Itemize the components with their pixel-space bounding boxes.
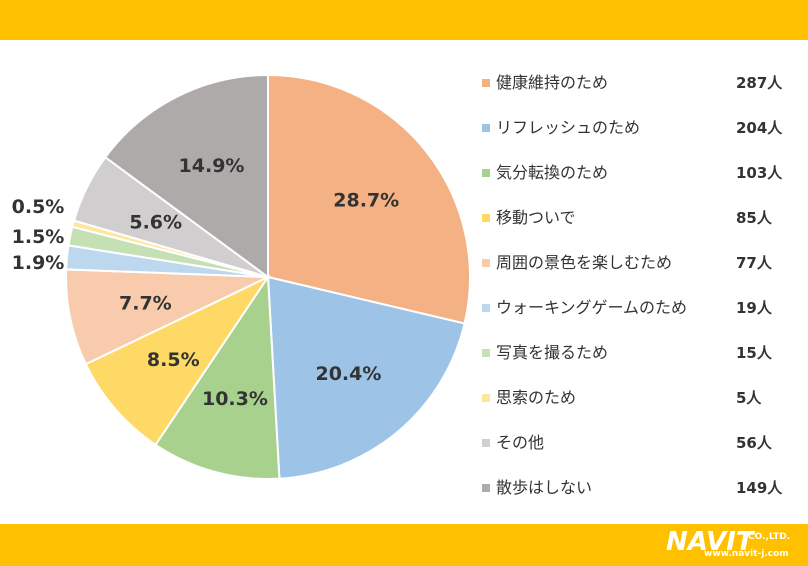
logo-url: www.navit-j.com: [704, 549, 789, 559]
legend-count: 287人: [736, 74, 783, 92]
legend-item: 写真を撮るため 15人: [474, 336, 794, 381]
legend-swatch: [482, 349, 490, 357]
legend-count: 149人: [736, 479, 783, 497]
legend-label: 気分転換のため: [496, 163, 609, 182]
navit-logo: NAVIT CO.,LTD. www.navit-j.com: [666, 527, 798, 563]
pie-slice-4: [84, 274, 271, 447]
slice-percent-label: 14.9%: [179, 155, 245, 177]
top-banner: [0, 0, 808, 40]
legend-label: リフレッシュのため: [496, 118, 641, 137]
legend-label: 散歩はしない: [496, 478, 593, 497]
legend-count: 77人: [736, 254, 772, 272]
legend-item: 健康維持のため 287人: [474, 66, 794, 111]
slice-percent-label: 28.7%: [333, 189, 399, 211]
legend-swatch: [482, 169, 490, 177]
legend-count: 204人: [736, 119, 783, 137]
legend-item: 散歩はしない 149人: [474, 471, 794, 516]
legend-count: 19人: [736, 299, 772, 317]
legend-count: 56人: [736, 434, 772, 452]
slice-percent-label: 1.9%: [12, 252, 65, 274]
slice-percent-label: 5.6%: [129, 212, 182, 234]
logo-company-suffix: CO.,LTD.: [748, 532, 791, 542]
slice-percent-label: 10.3%: [202, 388, 268, 410]
legend-item: 思索のため 5人: [474, 381, 794, 426]
legend-count: 103人: [736, 164, 783, 182]
chart-legend: 健康維持のため 287人リフレッシュのため 204人気分転換のため 103人移動ついで…: [474, 66, 794, 516]
slice-percent-label: 8.5%: [147, 349, 200, 371]
legend-label: 健康維持のため: [496, 73, 609, 92]
legend-count: 5人: [736, 389, 762, 407]
slice-percent-label: 7.7%: [119, 292, 172, 314]
legend-item: リフレッシュのため 204人: [474, 111, 794, 156]
slice-percent-label: 20.4%: [315, 363, 381, 385]
legend-item: その他 56人: [474, 426, 794, 471]
pie-slice-3: [154, 273, 281, 480]
legend-swatch: [482, 259, 490, 267]
legend-label: 周囲の景色を楽しむため: [496, 253, 673, 272]
slice-percent-label: 1.5%: [12, 226, 65, 248]
legend-item: 気分転換のため 103人: [474, 156, 794, 201]
legend-label: その他: [496, 433, 545, 452]
legend-swatch: [482, 124, 490, 132]
pie-slice-5: [65, 268, 269, 366]
pie-slice-10: [103, 73, 269, 279]
pie-slice-2: [266, 275, 466, 480]
legend-item: 移動ついで 85人: [474, 201, 794, 246]
legend-swatch: [482, 304, 490, 312]
slice-percent-label: 0.5%: [12, 196, 65, 218]
pie-slice-1: [267, 73, 470, 325]
legend-swatch: [482, 484, 490, 492]
legend-count: 85人: [736, 209, 772, 227]
legend-item: ウォーキングゲームのため 19人: [474, 291, 794, 336]
legend-label: ウォーキングゲームのため: [496, 298, 688, 317]
legend-count: 15人: [736, 344, 772, 362]
legend-swatch: [482, 394, 490, 402]
bottom-banner: [0, 524, 808, 566]
pie-chart: 28.7% 20.4% 10.3%8.5% 7.7% 1.9% 1.5% 0.5% 5.6% 1…: [12, 73, 470, 480]
legend-swatch: [482, 439, 490, 447]
legend-label: 写真を撮るため: [496, 343, 609, 362]
legend-swatch: [482, 79, 490, 87]
legend-item: 周囲の景色を楽しむため 77人: [474, 246, 794, 291]
legend-label: 移動ついで: [496, 208, 576, 227]
legend-swatch: [482, 214, 490, 222]
logo-wordmark: NAVIT: [666, 527, 754, 557]
legend-label: 思索のため: [496, 388, 577, 407]
